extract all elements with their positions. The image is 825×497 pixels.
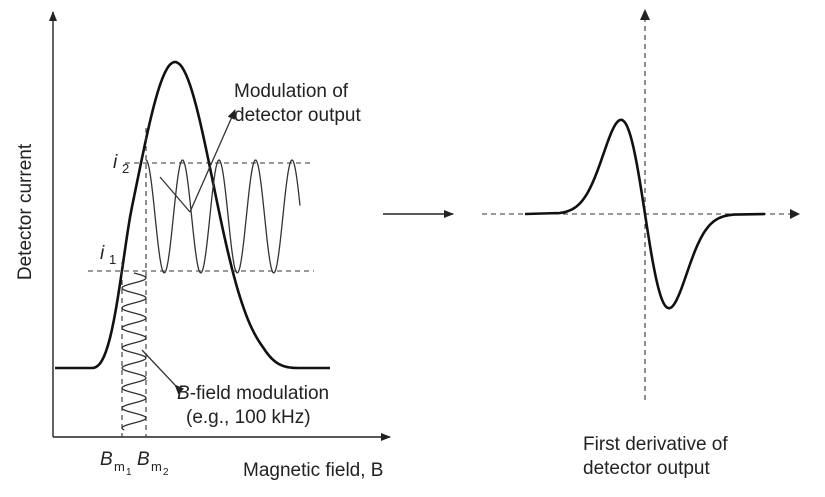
modulation-output-arrow [189, 109, 236, 213]
detector-output-oscillation [145, 159, 301, 274]
x-axis-label: Magnetic field, B [243, 460, 383, 481]
first-derivative-curve [524, 118, 766, 310]
right-caption-line2: detector output [583, 458, 710, 479]
i2-label: i [113, 152, 118, 173]
i1-sub: 1 [109, 252, 116, 267]
bm1-sub: m [114, 459, 125, 474]
bm2-label: B [137, 449, 150, 470]
bfield-modulation-arrow [141, 349, 185, 395]
y-axis-label: Detector current [15, 143, 36, 280]
right-vertical-arrowhead [640, 9, 650, 20]
bm1-subsub: 1 [126, 467, 132, 478]
absorption-peak-curve [55, 60, 330, 370]
bfield-modulation-wave [121, 272, 147, 431]
right-horizontal-arrowhead [790, 209, 800, 219]
i1-label: i [100, 243, 105, 264]
modulation-output-arrow-tail [159, 176, 191, 213]
bm2-sub: m [151, 459, 162, 474]
bm1-label: B [100, 449, 113, 470]
modulation-output-line1: Modulation of [234, 81, 349, 102]
bm2-subsub: 2 [163, 467, 169, 478]
modulation-output-line2: detector output [234, 105, 361, 126]
i2-sub: 2 [122, 161, 129, 176]
bfield-line1: B-field modulation [177, 383, 329, 404]
right-caption-line1: First derivative of [583, 434, 728, 455]
bfield-line2: (e.g., 100 kHz) [186, 407, 311, 428]
